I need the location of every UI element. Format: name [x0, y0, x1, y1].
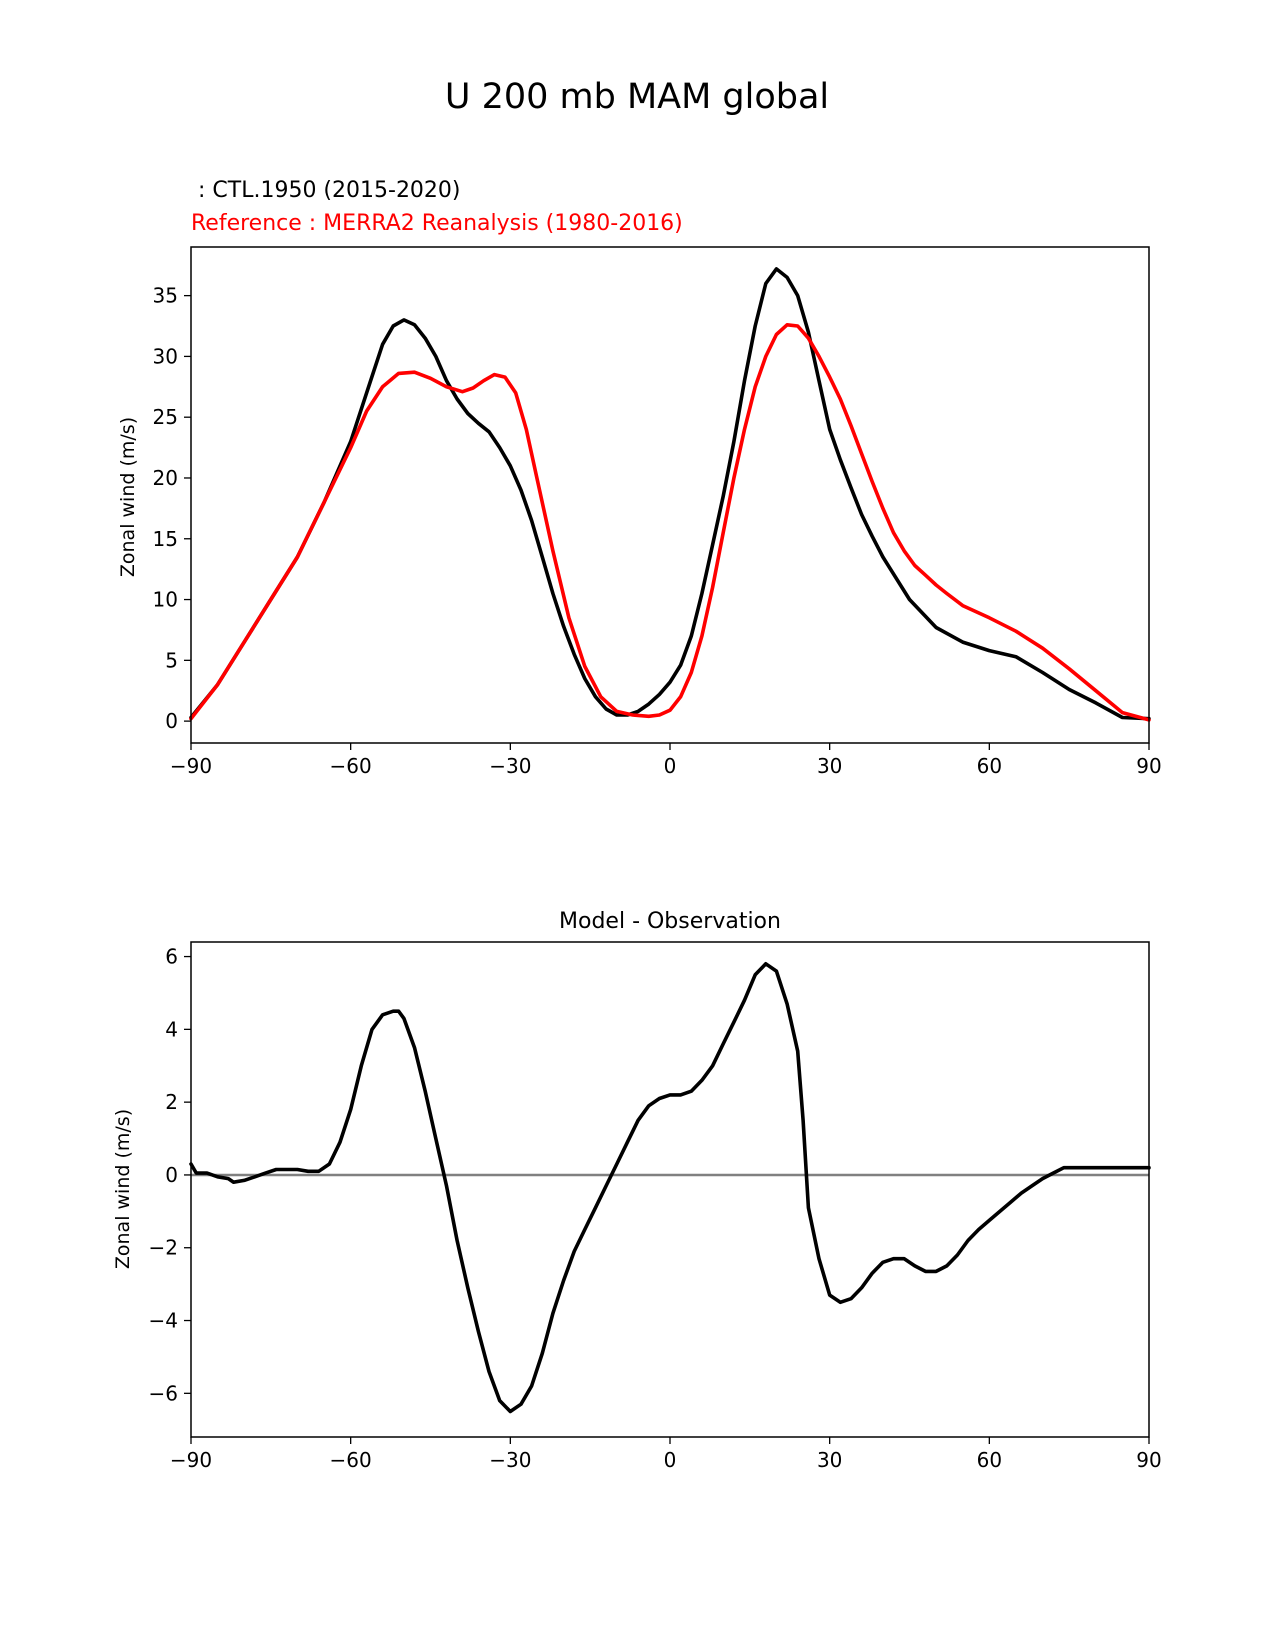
top-panel-comparison: : CTL.1950 (2015-2020) Reference : MERRA…: [117, 178, 1162, 778]
bottom-x-tick-label: 60: [977, 1448, 1002, 1472]
top-y-tick-label: 15: [153, 527, 178, 551]
top-x-tick-label: −90: [170, 754, 212, 778]
top-x-tick-label: −60: [330, 754, 372, 778]
bottom-x-tick-label: −90: [170, 1448, 212, 1472]
top-x-tick-label: 0: [664, 754, 677, 778]
bottom-y-tick-label: −6: [149, 1381, 178, 1405]
top-series-line-model: [189, 267, 1151, 721]
bottom-panel-y-axis-title: Zonal wind (m/s): [112, 1109, 134, 1269]
bottom-panel-axes: −90 −60 −30 0 30 60 90 −6 −4 −2 0 2 4 6: [149, 945, 1162, 1472]
bottom-y-tick-label: −4: [149, 1309, 178, 1333]
bottom-y-tick-label: 0: [165, 1163, 178, 1187]
top-panel-y-axis-title: Zonal wind (m/s): [117, 417, 139, 577]
bottom-x-tick-label: 90: [1136, 1448, 1161, 1472]
bottom-y-tick-label: 2: [165, 1090, 178, 1114]
top-x-tick-label: 60: [977, 754, 1002, 778]
top-panel-series: [189, 267, 1151, 722]
bottom-panel-frame: [190, 941, 1150, 1438]
bottom-series-line-model: [189, 961, 1151, 1414]
bottom-panel-title: Model - Observation: [559, 909, 781, 934]
top-y-tick-label: 10: [153, 588, 178, 612]
bottom-panel-difference: Model - Observation −90 −60 −30 0 30 60 90−6−4…: [112, 909, 1162, 1472]
top-y-tick-label: 5: [165, 648, 178, 672]
top-y-tick-label: 25: [153, 405, 178, 429]
reference-legend-label: Reference : MERRA2 Reanalysis (1980-2016…: [191, 211, 683, 236]
top-y-tick-label: 30: [153, 344, 178, 368]
model-legend-label: : CTL.1950 (2015-2020): [191, 178, 461, 203]
top-x-tick-label: 30: [817, 754, 842, 778]
top-x-tick-label: 90: [1136, 754, 1161, 778]
top-y-tick-label: 0: [165, 709, 178, 733]
bottom-y-tick-label: −2: [149, 1236, 178, 1260]
top-series-line-reference: [189, 322, 1151, 722]
bottom-panel-series: [189, 961, 1151, 1414]
bottom-x-tick-label: −30: [489, 1448, 531, 1472]
bottom-x-tick-label: −60: [330, 1448, 372, 1472]
bottom-y-tick-label: 6: [165, 945, 178, 969]
top-x-tick-label: −30: [489, 754, 531, 778]
top-panel-axes: −90 −60 −30 0 30 60 90 0 5 10 15 20 25 30 35: [153, 284, 1162, 778]
bottom-y-tick-label: 4: [165, 1017, 178, 1041]
bottom-x-tick-label: 30: [817, 1448, 842, 1472]
top-panel-frame: [190, 246, 1150, 744]
top-y-tick-label: 35: [153, 284, 178, 308]
figure-title: U 200 mb MAM global: [445, 77, 829, 117]
bottom-x-tick-label: 0: [664, 1448, 677, 1472]
top-y-tick-label: 20: [153, 466, 178, 490]
